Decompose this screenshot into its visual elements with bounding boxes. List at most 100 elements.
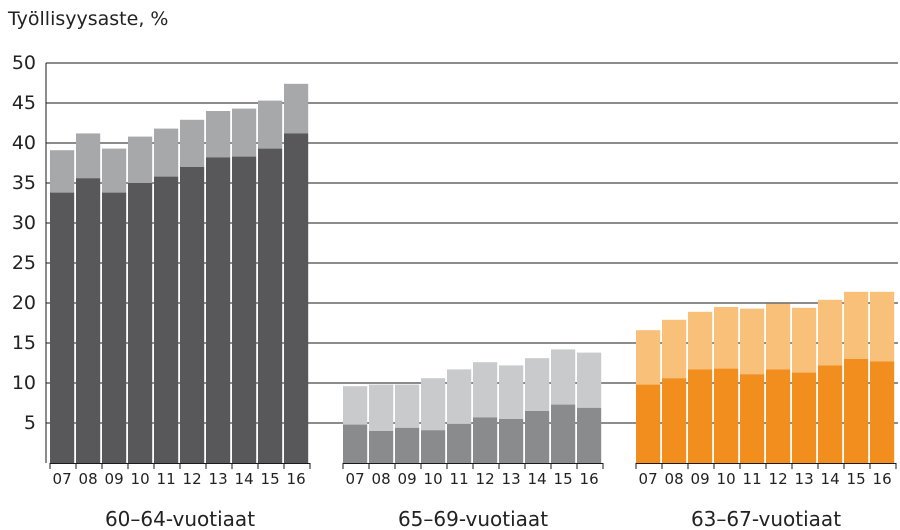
bar-lower-segment — [551, 404, 576, 463]
x-tick-label: 11 — [743, 470, 762, 488]
x-tick-label: 13 — [795, 470, 814, 488]
bar-upper-segment — [870, 291, 895, 362]
y-tick-label: 50 — [12, 52, 36, 74]
x-tick-label: 14 — [235, 470, 254, 488]
bar-lower-segment — [284, 133, 309, 463]
y-tick-label: 40 — [12, 132, 36, 154]
x-tick-label: 12 — [183, 470, 202, 488]
x-tick-label: 08 — [665, 470, 684, 488]
bar-lower-segment — [180, 167, 205, 463]
bar-lower-segment — [714, 368, 739, 463]
bar-upper-segment — [688, 311, 713, 370]
bar-lower-segment — [499, 419, 524, 463]
bar-lower-segment — [395, 427, 420, 463]
bar-upper-segment — [76, 133, 101, 179]
chart-title: Työllisyysaste, % — [8, 8, 169, 30]
bar-lower-segment — [525, 411, 550, 463]
bar-upper-segment — [421, 378, 446, 431]
x-tick-label: 08 — [372, 470, 391, 488]
bar-lower-segment — [688, 369, 713, 463]
x-tick-label: 10 — [424, 470, 443, 488]
bar-upper-segment — [499, 365, 524, 419]
x-tick-label: 07 — [639, 470, 658, 488]
bar-upper-segment — [206, 111, 231, 158]
bar-lower-segment — [473, 417, 498, 463]
bar-upper-segment — [714, 307, 739, 369]
x-tick-label: 15 — [847, 470, 866, 488]
bar-upper-segment — [662, 319, 687, 379]
x-tick-label: 12 — [476, 470, 495, 488]
bar-upper-segment — [258, 100, 283, 149]
bar-upper-segment — [447, 369, 472, 424]
x-tick-label: 07 — [53, 470, 72, 488]
bar-upper-segment — [844, 291, 869, 359]
x-tick-label: 09 — [398, 470, 417, 488]
bar-lower-segment — [76, 178, 101, 463]
bar-upper-segment — [128, 136, 153, 183]
bar-lower-segment — [369, 431, 394, 463]
bar-upper-segment — [636, 330, 661, 385]
bar-lower-segment — [766, 369, 791, 463]
bar-lower-segment — [421, 430, 446, 463]
group-label: 63–67-vuotiaat — [691, 507, 841, 530]
group-label: 60–64-vuotiaat — [105, 507, 255, 530]
x-tick-label: 16 — [287, 470, 306, 488]
bar-upper-segment — [792, 307, 817, 373]
bar-upper-segment — [284, 83, 309, 134]
bar-upper-segment — [180, 119, 205, 167]
x-tick-label: 13 — [209, 470, 228, 488]
x-tick-label: 15 — [261, 470, 280, 488]
x-tick-label: 14 — [528, 470, 547, 488]
bar-lower-segment — [154, 176, 179, 463]
bar-upper-segment — [232, 108, 257, 157]
bar-upper-segment — [395, 384, 420, 428]
x-tick-label: 12 — [769, 470, 788, 488]
group-label: 65–69-vuotiaat — [398, 507, 548, 530]
bar-upper-segment — [525, 358, 550, 411]
x-tick-label: 16 — [580, 470, 599, 488]
bar-lower-segment — [128, 183, 153, 463]
bar-lower-segment — [818, 365, 843, 463]
x-tick-label: 11 — [450, 470, 469, 488]
y-tick-label: 20 — [12, 292, 36, 314]
x-tick-label: 09 — [691, 470, 710, 488]
bar-lower-segment — [844, 359, 869, 463]
x-tick-label: 07 — [346, 470, 365, 488]
x-tick-label: 10 — [717, 470, 736, 488]
bar-upper-segment — [50, 150, 75, 193]
y-tick-label: 10 — [12, 372, 36, 394]
bar-lower-segment — [343, 424, 368, 463]
bar-lower-segment — [870, 361, 895, 463]
y-tick-label: 15 — [12, 332, 36, 354]
x-tick-label: 13 — [502, 470, 521, 488]
y-tick-label: 25 — [12, 252, 36, 274]
bar-lower-segment — [232, 156, 257, 463]
bar-upper-segment — [766, 303, 791, 370]
bar-lower-segment — [50, 192, 75, 463]
bar-lower-segment — [662, 378, 687, 463]
x-tick-label: 09 — [105, 470, 124, 488]
x-tick-label: 10 — [131, 470, 150, 488]
bar-upper-segment — [577, 352, 602, 408]
y-tick-label: 45 — [12, 92, 36, 114]
bar-lower-segment — [740, 374, 765, 463]
bar-upper-segment — [473, 362, 498, 418]
bar-upper-segment — [740, 308, 765, 375]
bar-upper-segment — [551, 349, 576, 405]
bar-lower-segment — [636, 384, 661, 463]
x-tick-label: 08 — [79, 470, 98, 488]
bar-upper-segment — [154, 128, 179, 177]
bar-upper-segment — [102, 148, 127, 193]
bar-lower-segment — [577, 407, 602, 463]
y-tick-label: 35 — [12, 172, 36, 194]
bar-lower-segment — [447, 423, 472, 463]
bar-lower-segment — [792, 372, 817, 463]
x-tick-label: 15 — [554, 470, 573, 488]
bar-upper-segment — [818, 299, 843, 366]
y-tick-label: 30 — [12, 212, 36, 234]
x-tick-label: 14 — [821, 470, 840, 488]
x-tick-label: 16 — [873, 470, 892, 488]
x-tick-label: 11 — [157, 470, 176, 488]
bar-lower-segment — [102, 192, 127, 463]
